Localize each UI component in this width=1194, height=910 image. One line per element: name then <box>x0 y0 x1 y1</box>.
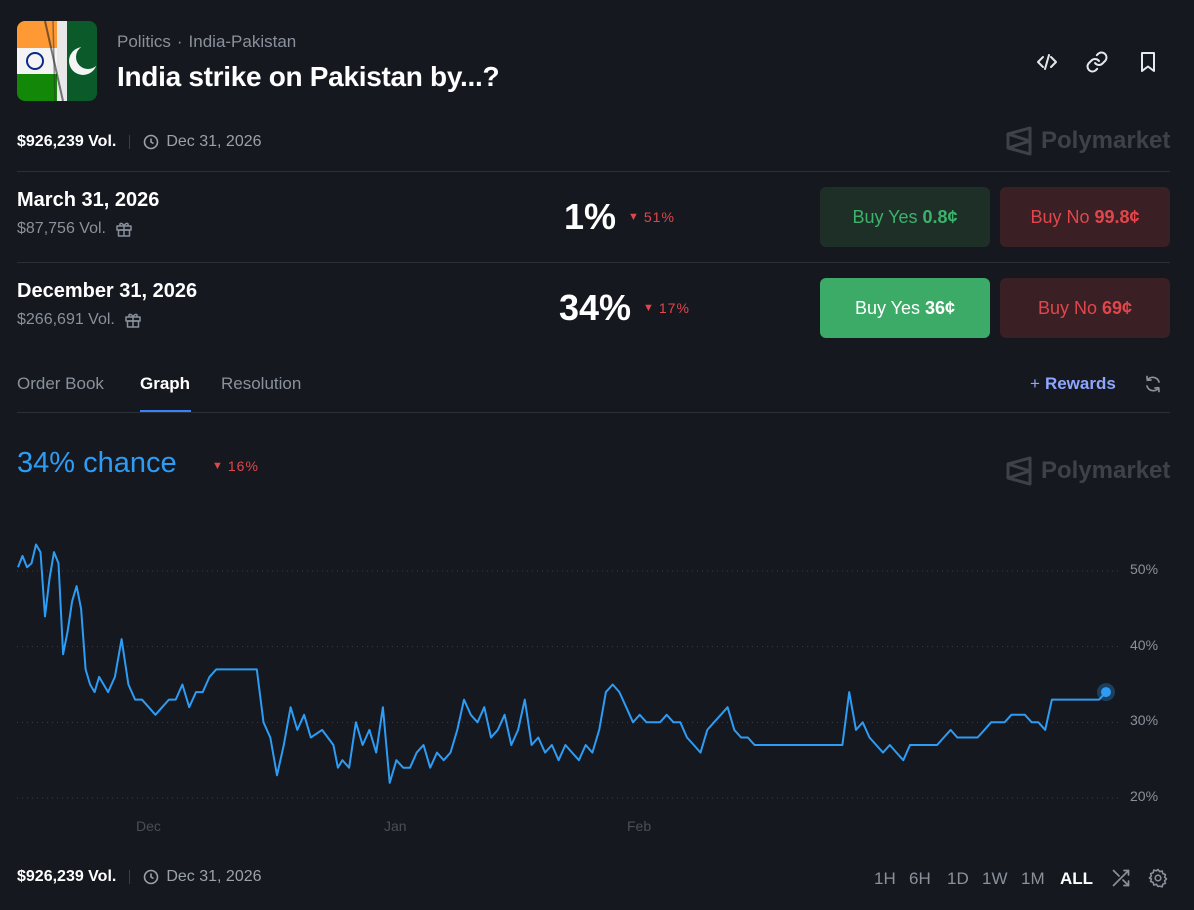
market-row[interactable]: December 31, 2026 $266,691 Vol. <box>17 280 197 329</box>
shuffle-icon[interactable] <box>1111 868 1131 888</box>
buy-no-label: Buy No <box>1030 206 1090 227</box>
rewards-button[interactable]: + Rewards <box>1030 374 1116 394</box>
tab-graph[interactable]: Graph <box>140 374 191 393</box>
x-tick-label: Jan <box>384 818 407 834</box>
market-change-value: 51% <box>643 209 675 225</box>
down-triangle-icon: ▼ <box>643 302 655 314</box>
breadcrumb: Politics · India-Pakistan <box>117 32 296 52</box>
market-volume: $87,756 Vol. <box>17 220 106 237</box>
end-date: Dec 31, 2026 <box>166 133 262 150</box>
range-1m[interactable]: 1M <box>1021 869 1045 888</box>
range-6h[interactable]: 6H <box>909 869 931 888</box>
market-change: ▼ 51% <box>628 209 675 225</box>
range-1w[interactable]: 1W <box>982 869 1008 888</box>
plus-icon: + <box>1030 374 1040 393</box>
divider <box>17 262 1170 263</box>
market-volume: $266,691 Vol. <box>17 311 115 328</box>
market-row[interactable]: March 31, 2026 $87,756 Vol. <box>17 189 159 238</box>
y-tick-label: 50% <box>1130 561 1159 577</box>
chance-readout: 34% chance <box>17 447 177 479</box>
breadcrumb-separator: · <box>176 32 183 51</box>
y-tick-label: 30% <box>1130 712 1159 728</box>
buy-no-label: Buy No <box>1037 297 1097 318</box>
rewards-label: Rewards <box>1044 374 1116 393</box>
buy-yes-label: Buy Yes <box>854 297 920 318</box>
buy-no-price: 99.8¢ <box>1094 206 1140 227</box>
range-1d[interactable]: 1D <box>947 869 969 888</box>
buy-yes-price: 0.8¢ <box>922 206 958 227</box>
x-tick-label: Dec <box>136 818 161 834</box>
market-name: December 31, 2026 <box>17 280 198 302</box>
market-percent: 1% <box>563 196 616 237</box>
polymarket-watermark: Polymarket <box>1006 456 1170 486</box>
y-tick-label: 20% <box>1130 788 1159 804</box>
market-volume-row: $266,691 Vol. <box>17 311 197 329</box>
meta-divider <box>129 870 131 884</box>
buy-no-button[interactable]: Buy No 69¢ <box>1000 278 1170 338</box>
buy-yes-price: 36¢ <box>925 297 956 318</box>
end-date: Dec 31, 2026 <box>166 868 262 885</box>
breadcrumb-subcategory[interactable]: India-Pakistan <box>188 32 297 51</box>
gift-icon <box>115 220 133 238</box>
settings-gear-icon[interactable] <box>1148 868 1168 888</box>
buy-yes-label: Buy Yes <box>852 206 918 227</box>
divider <box>17 412 1170 413</box>
series-line <box>17 543 1107 784</box>
clock-icon <box>143 869 159 885</box>
range-all[interactable]: ALL <box>1060 869 1094 888</box>
tab-resolution[interactable]: Resolution <box>221 374 302 393</box>
footer-meta: $926,239 Vol. Dec 31, 2026 <box>17 868 262 886</box>
market-change-value: 17% <box>658 300 690 316</box>
polymarket-logo-icon <box>1006 126 1032 156</box>
gift-icon <box>124 311 142 329</box>
market-thumbnail <box>17 21 97 101</box>
tab-order-book[interactable]: Order Book <box>17 374 104 393</box>
current-point <box>1101 687 1111 698</box>
x-tick-label: Feb <box>627 818 652 834</box>
active-tab-indicator <box>140 410 191 412</box>
brand-name: Polymarket <box>1041 457 1171 484</box>
polymarket-logo-icon <box>1006 456 1032 486</box>
market-volume-row: $87,756 Vol. <box>17 220 159 238</box>
refresh-icon[interactable] <box>1143 374 1163 394</box>
market-name: March 31, 2026 <box>17 189 160 211</box>
breadcrumb-category[interactable]: Politics <box>117 32 171 51</box>
brand-name: Polymarket <box>1041 127 1171 154</box>
clock-icon <box>143 134 159 150</box>
market-change: ▼ 17% <box>643 300 690 316</box>
total-volume: $926,239 Vol. <box>17 133 117 150</box>
page-title: India strike on Pakistan by...? <box>117 61 500 92</box>
down-triangle-icon: ▼ <box>212 460 224 472</box>
chance-change-value: 16% <box>227 458 259 474</box>
buy-yes-button[interactable]: Buy Yes 0.8¢ <box>820 187 990 247</box>
range-1h[interactable]: 1H <box>874 869 896 888</box>
polymarket-logo: Polymarket <box>1006 126 1170 156</box>
bookmark-icon[interactable] <box>1136 50 1160 74</box>
link-icon[interactable] <box>1085 50 1109 74</box>
chance-change: ▼ 16% <box>212 458 259 474</box>
buy-no-price: 69¢ <box>1101 297 1133 318</box>
divider <box>17 171 1170 172</box>
total-volume: $926,239 Vol. <box>17 868 117 885</box>
y-tick-label: 40% <box>1130 637 1159 653</box>
embed-icon[interactable] <box>1035 50 1059 74</box>
buy-no-button[interactable]: Buy No 99.8¢ <box>1000 187 1170 247</box>
down-triangle-icon: ▼ <box>628 211 640 223</box>
buy-yes-button[interactable]: Buy Yes 36¢ <box>820 278 990 338</box>
meta-divider <box>129 135 131 149</box>
price-chart[interactable] <box>0 520 1194 810</box>
india-pakistan-flags-image <box>17 21 97 101</box>
market-meta: $926,239 Vol. Dec 31, 2026 <box>17 133 262 151</box>
market-percent: 34% <box>558 287 631 328</box>
